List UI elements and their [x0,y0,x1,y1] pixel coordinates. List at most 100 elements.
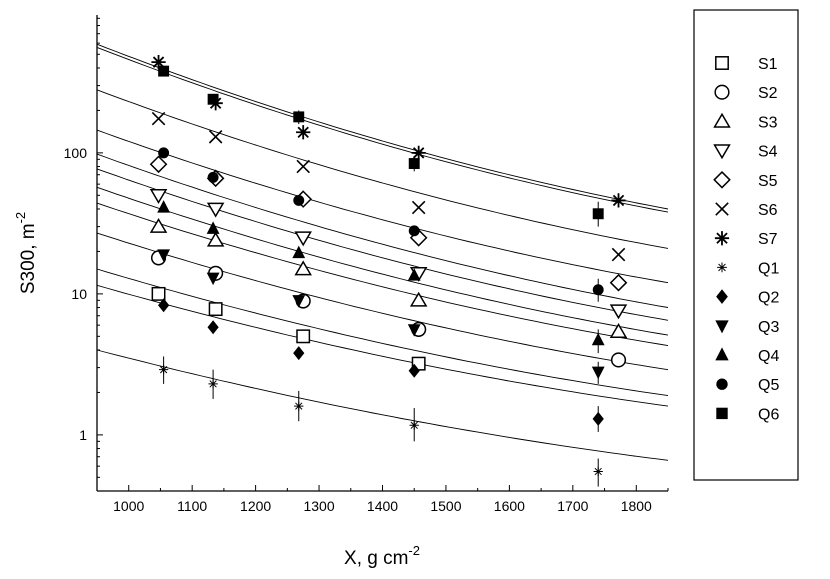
data-point-s2 [610,352,627,368]
data-point-s3 [294,260,312,276]
data-point-q5 [592,284,604,296]
data-point-s6 [208,130,223,144]
legend-label-s4: S4 [758,144,778,161]
legend-marker-q3 [715,320,729,334]
data-point-s5 [149,155,168,174]
fit-curve-8 [96,202,669,347]
data-point-q1 [593,466,603,477]
fit-curve-12 [96,349,669,461]
legend-label-q6: Q6 [758,406,779,423]
x-tick-label: 1400 [367,498,398,514]
data-point-s3 [409,291,428,307]
legend-label-q5: Q5 [758,377,779,394]
legend: S1 S2 S3 S4 S5 S6 S7 Q1 Q2 Q3 Q4 Q5 Q6 [713,56,779,423]
data-point-q1 [409,420,419,430]
data-point-q3 [407,324,421,337]
legend-marker-q4 [715,347,729,361]
data-point-q3 [206,272,220,286]
data-point-q5 [408,225,420,237]
data-point-q6 [158,65,170,77]
data-point-q6 [207,93,219,105]
legend-marker-s1 [715,56,729,70]
legend-marker-s4 [713,144,731,160]
legend-marker-s5 [713,170,731,189]
x-tick-label: 1200 [240,498,271,514]
data-point-s4 [609,304,628,320]
data-point-q6 [408,158,420,170]
data-point-q5 [207,171,219,183]
data-point-s1 [296,329,311,344]
data-point-s4 [294,231,312,247]
legend-box [693,9,799,481]
legend-label-q1: Q1 [758,260,779,277]
fit-curve-1 [96,43,669,210]
fit-curve-2 [96,46,669,213]
data-point-q2 [293,346,305,361]
x-tick-label: 1100 [177,498,207,514]
data-point-q4 [591,332,605,346]
y-axis-title: S300, m-2 [13,212,39,294]
data-point-s3 [609,322,628,338]
data-point-s7 [151,55,166,70]
data-point-q4 [407,268,421,281]
x-axis-title: X, g cm-2 [344,543,420,569]
data-point-q1 [294,401,304,411]
legend-label-s6: S6 [758,202,778,219]
data-point-q1 [158,365,169,375]
data-points [149,55,628,477]
legend-label-s7: S7 [758,231,778,248]
data-point-q6 [592,208,604,220]
data-point-q3 [157,249,171,262]
fit-curve-10 [96,268,669,397]
legend-label-q2: Q2 [758,290,779,307]
y-tick-label: 1 [79,427,87,443]
legend-label-s3: S3 [758,114,778,131]
data-point-q2 [158,298,170,313]
x-tick-label: 1600 [494,498,525,514]
fit-curve-5 [96,153,669,308]
data-point-q3 [591,366,605,380]
fit-curve-4 [96,129,669,284]
data-point-q2 [207,320,219,335]
data-point-s7 [296,125,311,140]
legend-marker-s3 [713,112,731,128]
fit-curves [96,43,669,461]
data-point-s4 [149,188,168,204]
data-point-s5 [609,273,628,292]
fit-curve-11 [96,284,669,407]
data-point-s1 [208,302,223,317]
legend-marker-s2 [714,84,730,100]
fit-curve-6 [96,168,669,321]
data-point-s3 [206,231,225,247]
fit-curve-3 [96,89,669,249]
data-point-q1 [208,379,218,389]
fit-curve-9 [96,232,669,371]
x-ticks: 1000 1100 1200 1300 1400 1500 1600 1700 1800 [96,485,669,514]
data-point-s7 [611,193,626,208]
legend-marker-q2 [716,289,728,304]
x-tick-label: 1300 [303,498,334,514]
data-point-s4 [206,202,225,218]
data-point-q2 [592,411,604,426]
data-point-s6 [296,159,310,174]
x-tick-label: 1500 [430,498,461,514]
x-tick-label: 1800 [621,498,652,514]
legend-marker-q6 [716,407,728,420]
data-point-q5 [293,194,305,206]
y-tick-label: 10 [71,286,87,302]
data-point-q5 [158,147,170,159]
fit-curve-7 [96,186,669,336]
axes [96,15,668,492]
y-ticks: 1 10 100 [64,17,103,492]
data-point-s6 [411,200,426,215]
legend-label-s2: S2 [758,85,778,102]
x-tick-label: 1700 [557,498,588,514]
data-point-q4 [157,200,171,213]
data-point-s6 [611,247,626,262]
data-point-q4 [292,245,306,259]
legend-label-s1: S1 [758,56,778,73]
legend-label-q4: Q4 [758,348,779,365]
error-bars [163,110,599,487]
legend-marker-q1 [717,262,727,273]
